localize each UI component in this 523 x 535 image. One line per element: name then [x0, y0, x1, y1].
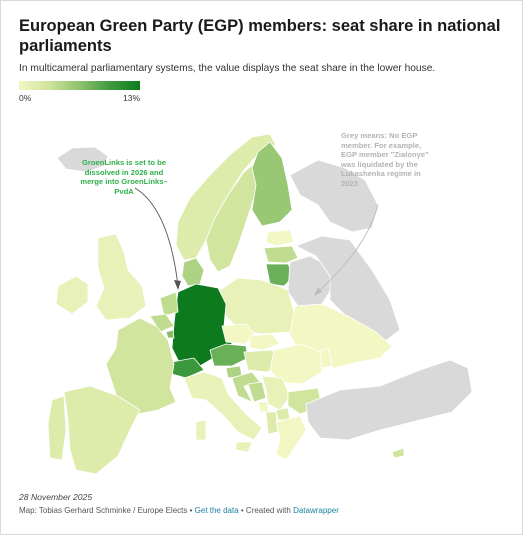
get-the-data-link[interactable]: Get the data: [194, 506, 239, 515]
region-france: [105, 317, 177, 415]
region-united-kingdom: [95, 233, 147, 321]
grey-arrow: [317, 204, 379, 293]
region-romania: [269, 343, 323, 385]
region-bosnia: [247, 381, 267, 403]
region-russia-east: [295, 235, 401, 346]
region-estonia: [265, 229, 295, 247]
map-title: European Green Party (EGP) members: seat…: [19, 17, 501, 55]
region-greece: [275, 415, 307, 461]
region-poland: [219, 277, 295, 335]
region-latvia: [263, 245, 299, 264]
groenlinks-arrowhead: [174, 280, 181, 290]
region-belarus: [287, 255, 333, 307]
legend-color-scale: [19, 81, 140, 90]
region-ireland: [55, 275, 89, 315]
region-croatia: [231, 371, 261, 403]
region-portugal: [47, 395, 67, 461]
region-italy: [183, 371, 263, 453]
legend-max-label: 13%: [123, 93, 141, 103]
groenlinks-annotation: GroenLinks is set to be dissolved in 202…: [80, 158, 168, 196]
region-turkey: [305, 359, 473, 441]
datawrapper-link[interactable]: Datawrapper: [293, 506, 339, 515]
region-cyprus: [391, 447, 405, 459]
separator: •: [187, 506, 195, 515]
region-albania: [265, 411, 279, 435]
region-russia-north: [289, 159, 379, 233]
region-luxembourg: [165, 329, 175, 339]
grey-arrowhead: [314, 287, 322, 296]
map-credit: Map: Tobias Gerhard Schminke / Europe El…: [19, 506, 188, 515]
groenlinks-arrow: [134, 187, 179, 287]
grey-countries-annotation: Grey means: No EGP member. For example, …: [341, 131, 429, 188]
region-finland: [251, 141, 293, 227]
map-subtitle: In multicameral parliamentary systems, t…: [19, 63, 436, 74]
region-spain: [63, 385, 141, 475]
region-iceland: [56, 146, 109, 173]
region-slovakia: [249, 333, 281, 351]
region-netherlands: [159, 291, 179, 317]
region-denmark: [181, 257, 205, 287]
credits-line: Map: Tobias Gerhard Schminke / Europe El…: [19, 506, 339, 515]
created-with-text: • Created with: [238, 506, 294, 515]
legend-min-label: 0%: [19, 93, 32, 103]
publication-date: 28 November 2025: [19, 492, 93, 502]
